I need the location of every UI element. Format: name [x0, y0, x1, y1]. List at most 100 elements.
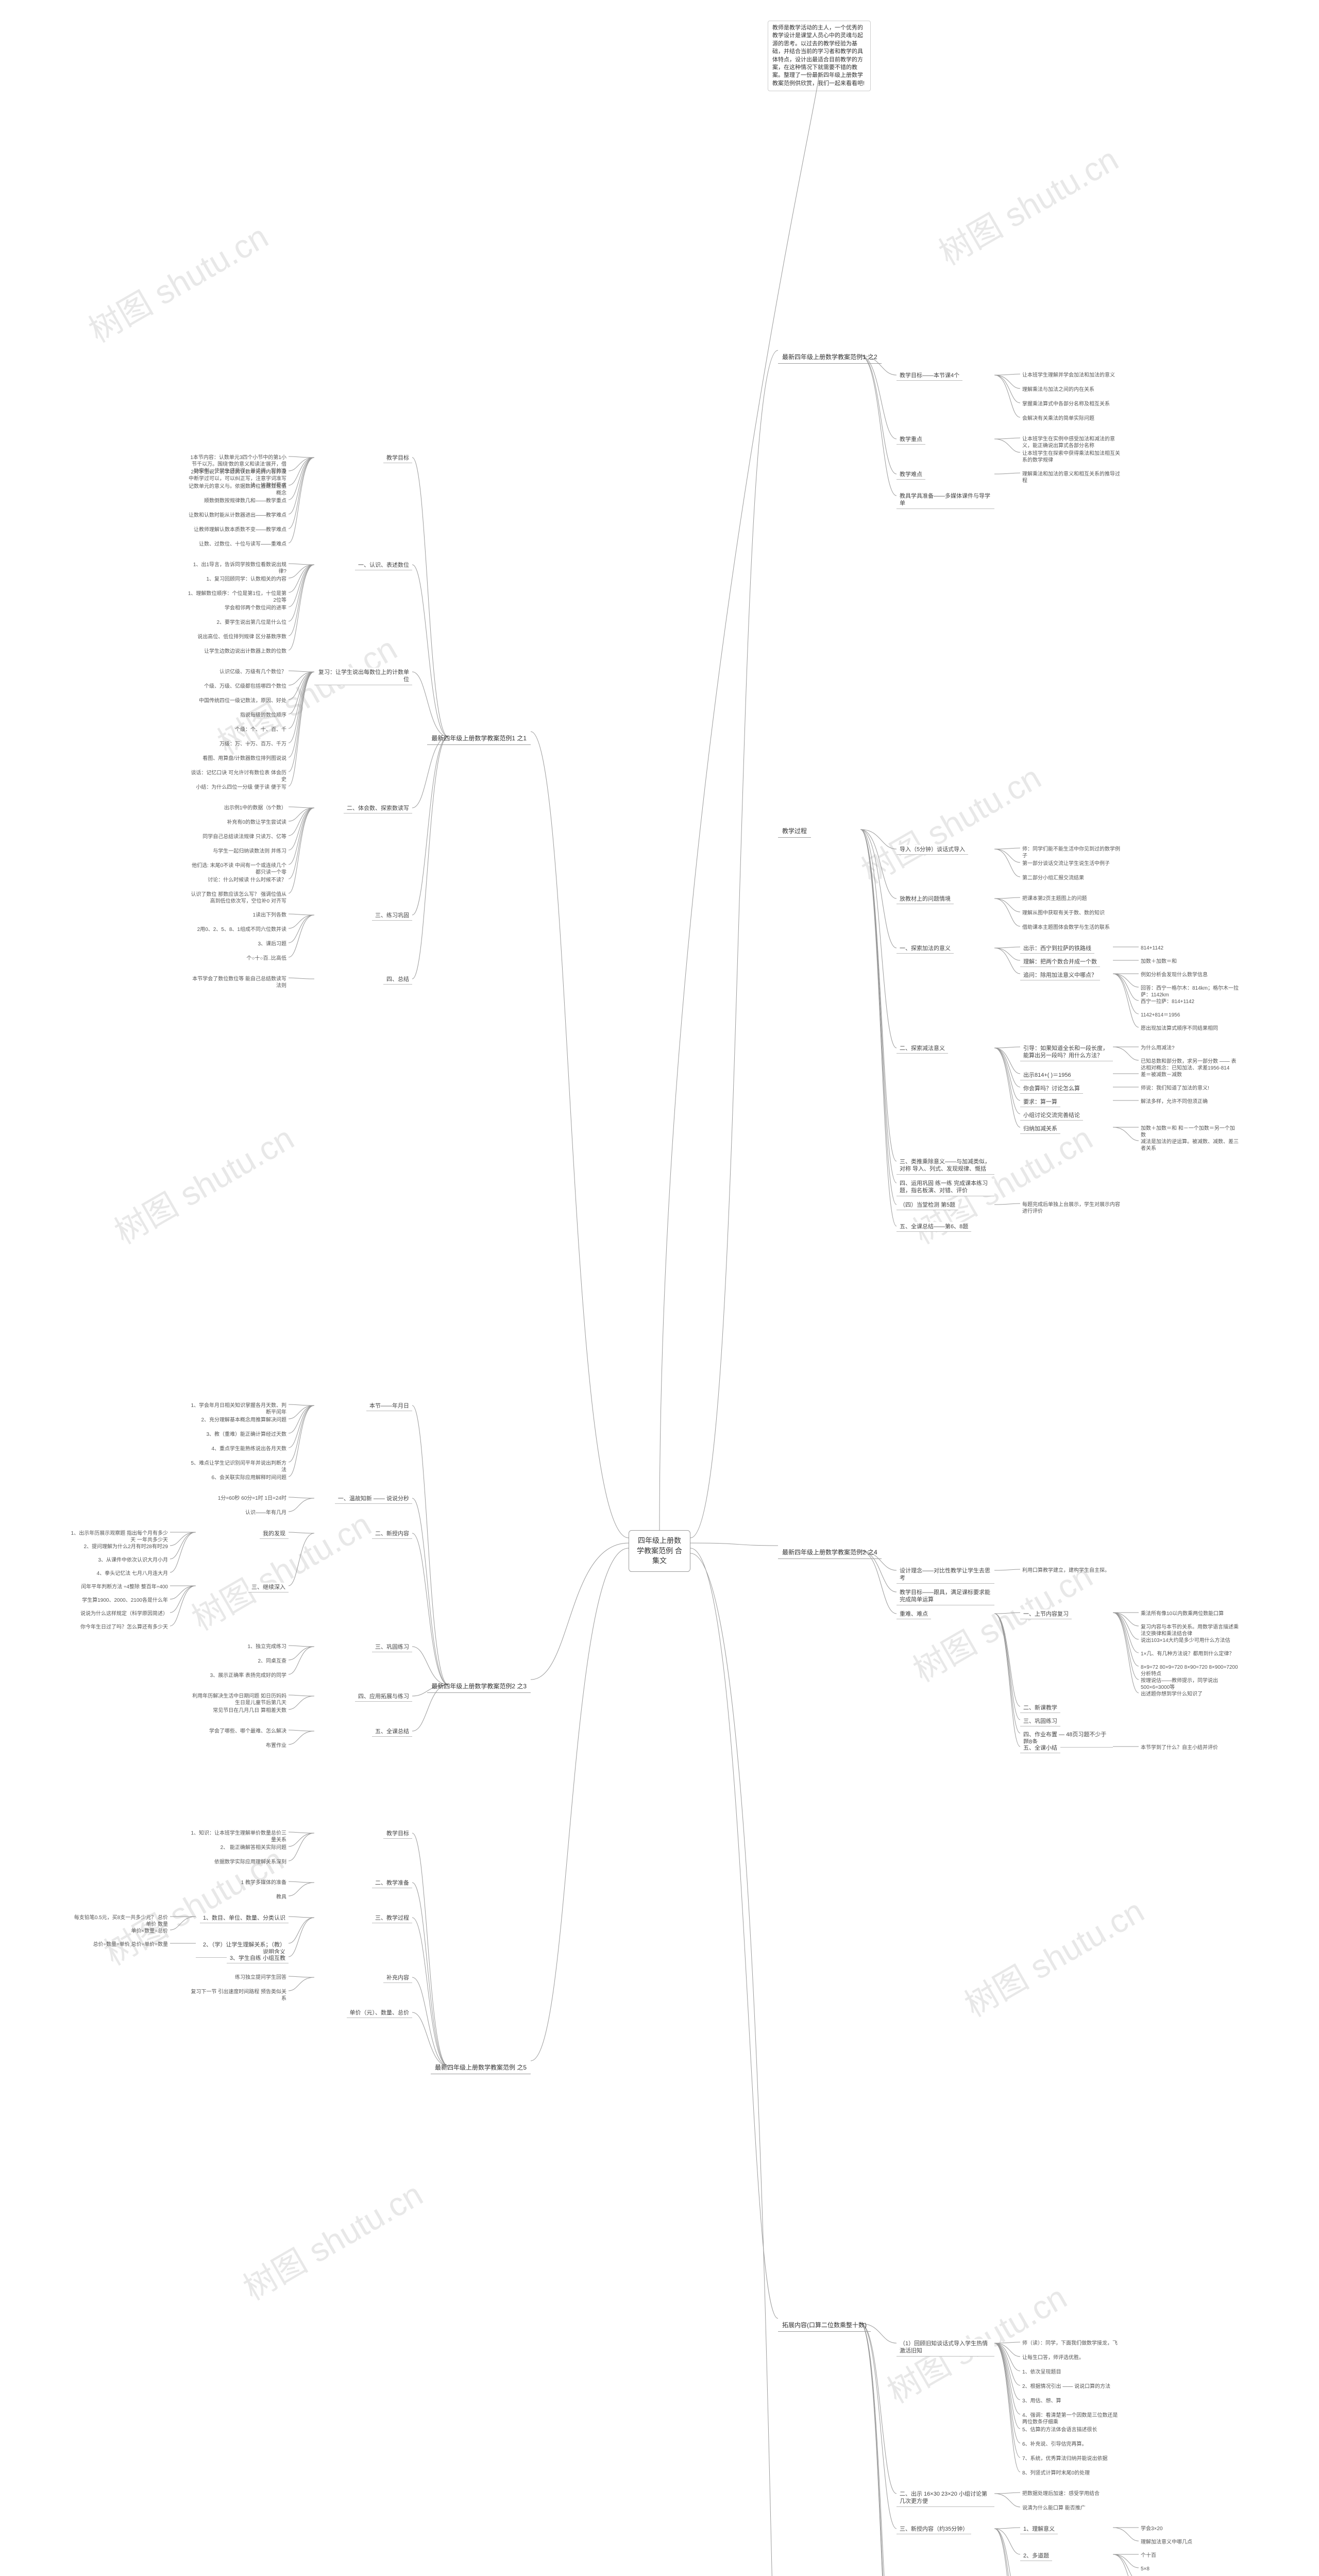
leaf: 让数和认数时能从计数器进出——教学难点 [187, 511, 289, 520]
leaf: 5、难点让学生记识别闰平年并说出判断方法 [185, 1459, 289, 1475]
branch-right-1-4: 三、类推乘除意义——与加减类似，对称 导入、列式、发现规律、慨括 [897, 1157, 994, 1175]
leaf: 常见节日在几月几日 算相差天数 [211, 1706, 289, 1715]
leaf: 利用年历解决生活中日期问题 如日历妈妈生日是儿童节后第几天 [185, 1692, 289, 1707]
branch-right-3-0: （1）回顾旧知谈话式导入学生热情激活旧知 [897, 2339, 994, 2357]
leaf: 出述题你想到学什么知识了 [1139, 1690, 1205, 1699]
section-left-2: 最新四年级上册数学教案范例 之5 [431, 2061, 531, 2074]
leaf: 个级：个、十、百、千 [233, 725, 289, 734]
leaf: 认识亿级、万级有几个数位？ [217, 668, 289, 676]
section-right-0: 最新四年级上册数学教案范例1 之2 [778, 350, 882, 364]
branch-right-3-2: 三、新授内容（约35分钟） [897, 2524, 971, 2534]
branch-left-1-1: 一、温故知新 —— 说说分秒 [335, 1494, 412, 1504]
leaf: 3、教（重难）能正确计算经过天数 [204, 1430, 289, 1439]
leaf: 4、重点学生能熟练说出各月天数 [209, 1445, 289, 1453]
branch-left-2-0: 教学目标 [383, 1829, 412, 1839]
leaf: 1×几、有几种方法说？都用到什么定律？ [1139, 1650, 1236, 1658]
leaf: 1、依次呈现题目 [1020, 2368, 1063, 2377]
leaf: 万级：万、十万、百万、千万 [217, 740, 289, 749]
child: 二、新课教学 [1020, 1703, 1060, 1713]
branch-left-1-2: 二、新授内容 [372, 1529, 412, 1539]
branch-left-1-4: 四、应用拓展与练习 [355, 1692, 412, 1702]
branch-left-2-3: 补充内容 [383, 1973, 412, 1983]
leaf: 让教师理解认数本质数不变——教学难点 [192, 526, 289, 534]
section-right-2: 最新四年级上册数学教案范例2 之4 [778, 1546, 882, 1559]
branch-left-1-3: 三、巩固练习 [372, 1642, 412, 1652]
branch-left-1-0: 本节——年月日 [366, 1401, 412, 1411]
leaf: 掌握乘法算式中各部分名称及相互关系 [1020, 400, 1112, 409]
leaf: 学生算1900、2000、2100各是什么年 [80, 1596, 170, 1605]
leaf: 2、要学生说出第几位是什么位 [214, 618, 289, 627]
section-left-1: 最新四年级上册数学教案范例2 之3 [427, 1680, 531, 1693]
leaf: 差＝被减数－减数 [1139, 1071, 1184, 1079]
leaf: 愿出现加法算式顺序不同结果相同 [1139, 1024, 1220, 1033]
section-right-1: 教学过程 [778, 824, 811, 838]
child: 追问：除用加法意义中哪点？ [1020, 971, 1100, 980]
branch-left-1-5: 五、全课总结 [372, 1727, 412, 1737]
leaf: 他们选: 末尾0不读 中间有一个或连续几个都只读一个零 [185, 861, 289, 877]
leaf: 本节学会了数位数位等 能自己总结数读写法则 [185, 975, 289, 990]
leaf: 1、学会年月日相关知识掌握各月天数、判断平闰年 [185, 1401, 289, 1417]
leaf: 解法多样，允许不同但须正确 [1139, 1097, 1210, 1106]
leaf: 师说：我们知道了加法的意义! [1139, 1084, 1211, 1093]
leaf: 利用口算教学建立，建构学生自主探。 [1020, 1566, 1112, 1575]
child: 2、多道题 [1020, 2551, 1052, 2561]
leaf: 讨论：什么时候读 什么时候不读？ [206, 876, 289, 885]
leaf: 教具 [274, 1893, 289, 1902]
leaf: 让每生口答，师评选优胜。 [1020, 2353, 1086, 2362]
child: 1、理解意义 [1020, 2524, 1058, 2534]
leaf: 2、同桌互查 [256, 1657, 289, 1666]
leaf: 出示例1中的数据（5个数） [222, 804, 289, 812]
branch-right-1-7: 五、全课总结——第6、8题 [897, 1222, 971, 1232]
leaf: 3、课后习题 [256, 940, 289, 948]
branch-left-0-4: 三、练习巩固 [372, 911, 412, 921]
leaf: 5、估算的方法体会语言描述很长 [1020, 2426, 1100, 2434]
leaf: 1读出下列各数 [250, 911, 289, 920]
child: 引导：如果知道全长和一段长度，能算出另一段吗？用什么方法？ [1020, 1044, 1113, 1061]
branch-right-1-6: （四）当堂检测 第5题 [897, 1200, 958, 1210]
leaf: 西宁一拉萨：814+1142 [1139, 997, 1196, 1006]
child: 要求：算一算 [1020, 1097, 1060, 1107]
child: 一、上节内容复习 [1020, 1609, 1072, 1619]
leaf: 让数、过数位、十位与读写——重难点 [197, 540, 289, 549]
child: 我的发现 [260, 1529, 289, 1539]
branch-left-2-4: 单价（元）、数量、总价 [347, 2008, 413, 2018]
leaf: 1、复习回顾同学：认数相关的内容 [204, 575, 289, 584]
leaf: 说出高位、低位排列规律 区分基数序数 [195, 633, 289, 641]
child: 你会算吗？讨论怎么算 [1020, 1084, 1083, 1094]
leaf: 1、独立完成练习 [245, 1642, 289, 1651]
leaf: 例如分析会发现什么数学信息 [1139, 971, 1210, 979]
branch-right-1-5: 四、运用巩固 练一练 完成课本练习题，指名板演、对错、评价 [897, 1179, 994, 1196]
leaf: 2、根据情况引出 —— 说说口算的方法 [1020, 2382, 1112, 2391]
leaf: 3、用估、想、算 [1020, 2397, 1063, 2405]
branch-left-0-2: 复习：让学生说出每数位上的计数单位 [314, 668, 412, 685]
child: 小组讨论交流完善结论 [1020, 1111, 1083, 1121]
leaf: 让本班学生在探索中获得乘法和加法相互关系的数学规律 [1020, 449, 1123, 465]
leaf: 理解加法意义中哪几点 [1139, 2538, 1194, 2547]
branch-right-2-1: 教学目标——跟具，满足课标要求能完成简单运算 [897, 1588, 994, 1605]
leaf: 说出103×14大约是多少可用什么方法估 [1139, 1636, 1232, 1645]
branch-left-0-5: 四、总结 [383, 975, 412, 985]
leaf: 乘法所有像10以内数乘两位数能口算 [1139, 1609, 1226, 1618]
leaf: 第二部分小组汇报交流结果 [1020, 874, 1086, 883]
leaf: 总价÷数量=单价 总价÷单价=数量 [91, 1940, 170, 1949]
leaf: 3、从课件中依次认识大月小月 [96, 1556, 170, 1565]
section-left-0: 最新四年级上册数学教案范例1 之1 [427, 732, 531, 745]
child: 理解：把两个数合并成一个数 [1020, 957, 1100, 967]
section-right-3: 拓展内容(口算二位数乘整十数) [778, 2318, 871, 2332]
leaf: 1分=60秒 60分=1时 1日=24时 [216, 1494, 289, 1503]
branch-left-2-1: 二、教学准备 [372, 1878, 412, 1888]
leaf: 小结：为什么四位一分级 便于读 便于写 [194, 783, 289, 792]
leaf: 把课本第2页主题图上的问题 [1020, 894, 1089, 903]
leaf: 第一部分谈话交流让学生说生活中例子 [1020, 859, 1112, 868]
leaf: 认识了数位 那数应该怎么写？ 强调位值从高到低位依次写，空位补0 对齐写 [185, 890, 289, 906]
leaf: 说清为什么能口算 能否推广 [1020, 2504, 1088, 2513]
branch-right-1-3: 二、探索减法意义 [897, 1044, 948, 1054]
leaf: 借助课本主题图体会数学与生活的联系 [1020, 923, 1112, 932]
intro-text: 教师是教学活动的主人，一个优秀的教学设计是课堂人员心中的灵魂与起源的思考。以过去… [768, 21, 871, 91]
leaf: 依据数学实际应用理解关系深刻 [212, 1858, 289, 1867]
leaf: 2、充分理解基本概念用推算解决问题 [199, 1416, 289, 1425]
child: 1、数目、单位、数量、分类认识 [200, 1913, 289, 1923]
branch-right-0-2: 教学难点 [897, 470, 925, 480]
child: 3、学生自练 小组互教 [227, 1954, 289, 1963]
child: 出示：西宁到拉萨的铁路线 [1020, 944, 1094, 954]
